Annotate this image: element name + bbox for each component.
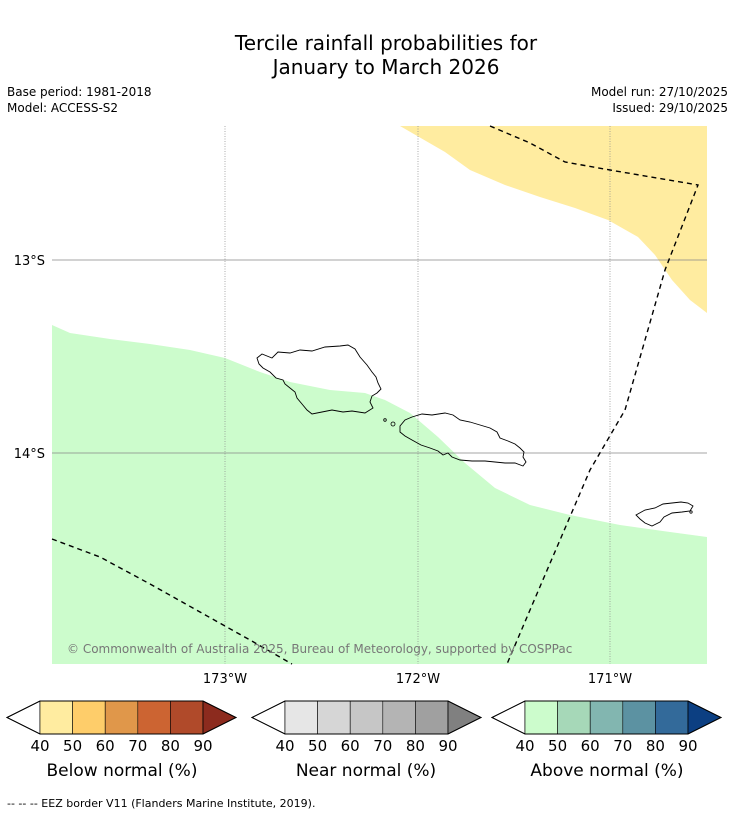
colorbar-above-max-arrow [687, 700, 722, 735]
meta-left: Base period: 1981-2018 Model: ACCESS-S2 [7, 84, 152, 116]
colorbar-above-tick: 70 [613, 737, 632, 755]
eez-border [51, 125, 699, 665]
gridlines [52, 126, 707, 664]
colorbar-near-tick: 90 [438, 737, 457, 755]
colorbar-above-label: Above normal (%) [530, 761, 684, 781]
colorbar-above-outline [490, 700, 723, 735]
eez-border-east [489, 125, 699, 665]
colorbar-above-segment [589, 700, 624, 735]
colorbar-below-tick: 70 [128, 737, 147, 755]
eez-footnote: -- -- -- EEZ border V11 (Flanders Marine… [7, 797, 316, 810]
lat-label-14s: 14°S [14, 447, 45, 462]
colorbar-above-tick: 90 [678, 737, 697, 755]
colorbar-below-tick: 60 [96, 737, 115, 755]
colorbar-above-segment [524, 700, 558, 735]
colorbar-above-tick: 60 [581, 737, 600, 755]
colorbar-below: 40 50 60 70 80 90 [5, 700, 238, 755]
colorbar-below-segment [104, 700, 139, 735]
colorbar-near-segment [415, 700, 449, 735]
colorbar-above-min-arrow [491, 700, 526, 735]
issued-date: Issued: 29/10/2025 [612, 101, 728, 115]
colorbar-near-segment [349, 700, 384, 735]
colorbar-below-segment [137, 700, 171, 735]
colorbar-below-tick: 50 [63, 737, 82, 755]
colorbar-below-segment [170, 700, 204, 735]
colorbar-near-label: Near normal (%) [295, 761, 437, 781]
colorbar-below-segment [72, 700, 106, 735]
colorbar-near-max-arrow [447, 700, 482, 735]
copyright-text: © Commonwealth of Australia 2025, Bureau… [67, 642, 572, 656]
aunuu-islet [689, 510, 693, 514]
colorbar-below-tick: 40 [30, 737, 49, 755]
colorbar-near-tick: 80 [406, 737, 425, 755]
colorbar-above-tick: 80 [646, 737, 665, 755]
lon-label-172w: 172°W [396, 672, 440, 687]
colorbar-above-segment [622, 700, 656, 735]
axis-labels: 13°S 14°S 173°W 172°W 171°W [14, 254, 633, 687]
colorbar-near-tick: 60 [341, 737, 360, 755]
meta-right: Model run: 27/10/2025 Issued: 29/10/2025 [591, 84, 728, 116]
colorbar-near-tick: 50 [308, 737, 327, 755]
colorbar-above-tick: 40 [515, 737, 534, 755]
upolu-island [399, 412, 527, 467]
colorbar-below-tick: 90 [193, 737, 212, 755]
lat-label-13s: 13°S [14, 254, 45, 269]
colorbar-below-tick: 80 [161, 737, 180, 755]
colorbars: 40 50 60 70 80 90 40 50 60 70 80 90 40 50 60 70 80 90 [5, 700, 723, 755]
apolima-islet [383, 418, 387, 422]
savaii-island [256, 344, 382, 415]
colorbar-below-max-arrow [202, 700, 237, 735]
colorbar-above: 40 50 60 70 80 90 [490, 700, 723, 755]
lon-label-171w: 171°W [588, 672, 632, 687]
colorbar-above-segment [557, 700, 591, 735]
map-panel: © Commonwealth of Australia 2025, Bureau… [51, 125, 707, 665]
below-normal-region [400, 126, 707, 313]
colorbar-near-tick: 70 [373, 737, 392, 755]
colorbar-near-segment [382, 700, 416, 735]
page-title: Tercile rainfall probabilities for Janua… [0, 31, 736, 79]
model-name: Model: ACCESS-S2 [7, 101, 119, 115]
colorbar-below-min-arrow [6, 700, 41, 735]
title-line-1: Tercile rainfall probabilities for [234, 31, 538, 55]
colorbar-near-segment [317, 700, 351, 735]
colorbar-near: 40 50 60 70 80 90 [250, 700, 483, 755]
eez-border-southwest [51, 538, 293, 665]
colorbar-above-segment [655, 700, 689, 735]
colorbar-near-tick: 40 [275, 737, 294, 755]
colorbar-near-min-arrow [251, 700, 286, 735]
title-line-2: January to March 2026 [272, 55, 500, 79]
lon-label-173w: 173°W [203, 672, 247, 687]
base-period: Base period: 1981-2018 [7, 85, 152, 99]
manono-islet [390, 421, 396, 427]
colorbar-near-segment [284, 700, 318, 735]
colorbar-near-outline [250, 700, 483, 735]
colorbar-above-tick: 50 [548, 737, 567, 755]
model-run: Model run: 27/10/2025 [590, 85, 728, 99]
colorbar-below-outline [5, 700, 238, 735]
colorbar-below-label: Below normal (%) [46, 761, 198, 781]
colorbar-below-segment [39, 700, 73, 735]
